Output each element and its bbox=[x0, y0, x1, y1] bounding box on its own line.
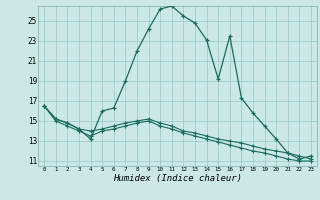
X-axis label: Humidex (Indice chaleur): Humidex (Indice chaleur) bbox=[113, 174, 242, 183]
